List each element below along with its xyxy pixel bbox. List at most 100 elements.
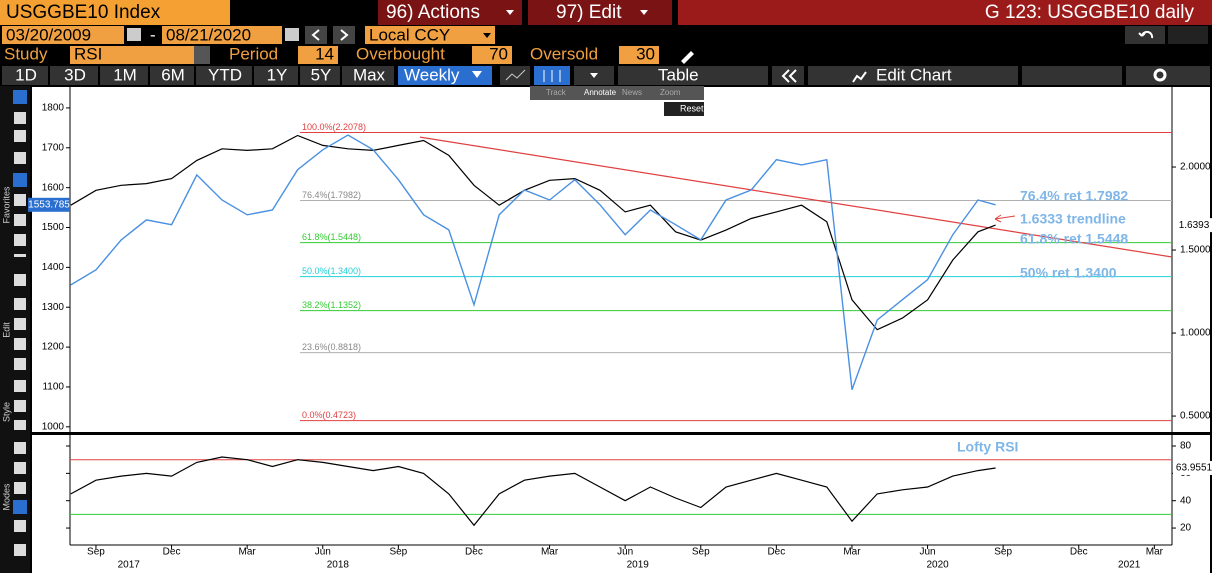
next-button[interactable] — [333, 26, 355, 44]
price-tag: 1.6393 — [1179, 220, 1210, 231]
draw-tool[interactable] — [14, 112, 26, 124]
menu-item[interactable]: Track — [546, 88, 567, 97]
undo-button[interactable] — [1125, 26, 1165, 44]
edit-tool[interactable] — [14, 298, 26, 310]
annotation: 1.6333 trendline — [1020, 211, 1126, 227]
period: 14 — [315, 44, 334, 63]
bar-icon — [543, 70, 561, 82]
select-tool[interactable] — [14, 338, 26, 350]
range-button[interactable] — [300, 66, 340, 85]
reset-button[interactable] — [664, 102, 704, 116]
pointer-tool[interactable] — [13, 90, 27, 104]
range-button[interactable] — [342, 66, 394, 85]
fib-label: 0.0%(0.4723) — [302, 410, 356, 420]
mode-tool[interactable] — [14, 482, 26, 494]
fib-label: 50.0%(1.3400) — [302, 266, 361, 276]
color-tool[interactable] — [14, 400, 26, 412]
annotation-arrow — [994, 214, 1016, 223]
font-tool[interactable] — [14, 380, 26, 392]
text-tool[interactable] — [13, 173, 27, 187]
start-date-field[interactable] — [2, 26, 124, 44]
actions-label: 96) Actions — [386, 2, 480, 23]
menu-item[interactable]: Annotate — [584, 88, 617, 97]
period-label: Period — [229, 44, 278, 63]
pen-icon[interactable] — [681, 51, 694, 64]
y2-tick-label: 2.0000 — [1180, 162, 1211, 173]
start-date: 03/20/2009 — [6, 25, 91, 44]
date-separator: - — [150, 25, 156, 44]
menu-item[interactable]: Zoom — [660, 88, 681, 97]
edit-chart-button[interactable] — [808, 66, 1018, 85]
frequency-button[interactable] — [398, 66, 492, 85]
range-button[interactable] — [100, 66, 148, 85]
table-button[interactable] — [618, 66, 768, 85]
settings-mode[interactable] — [14, 544, 26, 556]
period-field[interactable] — [298, 46, 338, 64]
y-tick-label: 1700 — [42, 142, 65, 153]
fib-tool[interactable] — [14, 130, 26, 142]
range-button[interactable] — [50, 66, 98, 85]
x-tick-label: Mar — [1146, 547, 1164, 558]
settings-button[interactable] — [1126, 66, 1210, 85]
x-tick-label: Sep — [994, 547, 1012, 558]
oversold-label: Oversold — [530, 44, 598, 63]
study-field[interactable] — [70, 46, 210, 64]
x-tick-label: Jun — [617, 547, 633, 558]
annotation: 50% ret 1.3400 — [1020, 265, 1117, 281]
channel-tool[interactable] — [14, 234, 26, 246]
tool-menu-items: Track Annotate News Zoom — [546, 88, 681, 97]
currency-field[interactable] — [365, 26, 495, 44]
price-tag: 1553.785 — [28, 199, 70, 210]
calendar-icon[interactable] — [285, 28, 299, 41]
series-line — [70, 456, 996, 527]
range-button[interactable] — [254, 66, 298, 85]
line-chart-button[interactable] — [500, 66, 530, 85]
delete-tool[interactable] — [14, 358, 26, 370]
hline-tool[interactable] — [14, 254, 26, 257]
edit-chart: Edit Chart — [876, 65, 952, 84]
year-label: 2020 — [927, 560, 950, 571]
redo-button[interactable] — [1168, 26, 1208, 44]
overbought-field[interactable] — [472, 46, 512, 64]
range-button[interactable] — [2, 66, 48, 85]
sidebar-icons — [13, 90, 27, 556]
move-tool[interactable] — [14, 318, 26, 330]
width-tool[interactable] — [14, 420, 26, 430]
fib-label: 76.4%(1.7982) — [302, 190, 361, 200]
main-panel — [32, 87, 1210, 433]
overbought-label: Overbought — [356, 44, 445, 63]
oversold-field[interactable] — [619, 46, 659, 64]
year-label: 2017 — [118, 560, 141, 571]
range-button[interactable] — [196, 66, 252, 85]
series-line — [70, 134, 996, 331]
y2-tick-label: 1.5000 — [1180, 245, 1211, 256]
actions-button[interactable] — [378, 0, 522, 25]
prev-arrow — [311, 29, 320, 41]
crosshair-mode[interactable] — [13, 500, 27, 514]
menu-item[interactable]: News — [622, 88, 642, 97]
retrace-tool[interactable] — [14, 194, 26, 206]
study-label: Study — [4, 44, 48, 63]
calendar-icon[interactable] — [127, 28, 141, 41]
side-label: Favorites — [1, 186, 11, 224]
x-tick-label: Sep — [692, 547, 710, 558]
end-date-field[interactable] — [162, 26, 282, 44]
plot-layer: 1000 1100 1200 1300 1400 1500 1600 1700 1800 0.50… — [28, 103, 1212, 571]
mode-tool[interactable] — [14, 442, 26, 454]
line-tool[interactable] — [14, 214, 26, 226]
x-tick-label: Mar — [541, 547, 559, 558]
prev-button[interactable] — [305, 26, 327, 44]
trend-tool[interactable] — [14, 152, 26, 164]
ray-tool[interactable] — [14, 274, 26, 286]
chart-id: G 123: USGGBE10 daily — [985, 2, 1195, 23]
annotate-button[interactable] — [1022, 66, 1122, 85]
color-mode[interactable] — [14, 520, 26, 532]
range-button[interactable] — [150, 66, 194, 85]
ticker-box[interactable] — [0, 0, 230, 25]
study-dropdown[interactable] — [194, 46, 210, 64]
fib-label: 61.8%(1.5448) — [302, 232, 361, 242]
mode-tool[interactable] — [14, 462, 26, 474]
range-label: 6M — [161, 65, 185, 84]
edit-button[interactable] — [528, 0, 672, 25]
annotation: 76.4% ret 1.7982 — [1020, 188, 1128, 204]
